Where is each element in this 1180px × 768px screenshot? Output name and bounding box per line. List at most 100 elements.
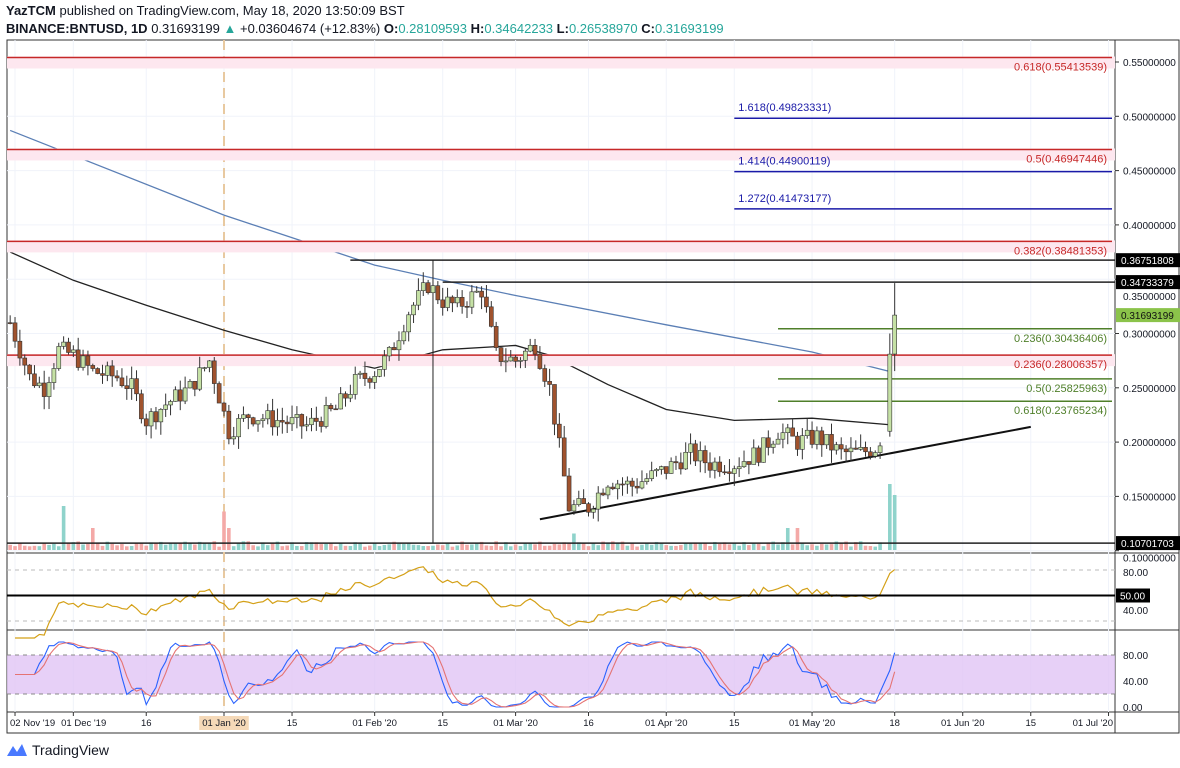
candle-body xyxy=(659,466,664,470)
candle-body xyxy=(464,306,470,308)
candle xyxy=(280,407,285,434)
volume-bar xyxy=(100,545,105,550)
tradingview-logo-icon xyxy=(7,744,27,756)
candle xyxy=(362,361,368,386)
volume-bar xyxy=(698,542,703,550)
candle xyxy=(284,415,290,433)
candle xyxy=(197,356,202,392)
candle xyxy=(391,342,397,351)
price-tick-label: 0.50000000 xyxy=(1123,112,1176,123)
candle-body xyxy=(382,355,387,370)
fib-level-label: 0.236(0.28006357) xyxy=(1014,359,1107,371)
candle-body xyxy=(41,382,47,397)
candle-body xyxy=(858,447,863,450)
candle xyxy=(498,346,504,367)
volume-bar xyxy=(542,545,547,550)
candle-body xyxy=(678,462,684,470)
volume-bar xyxy=(217,546,221,550)
volume-bar xyxy=(212,541,217,550)
price-tick-label: 0.20000000 xyxy=(1123,438,1176,449)
candle xyxy=(746,461,752,475)
price-marker xyxy=(1116,253,1180,268)
candle xyxy=(85,350,91,376)
candle-body xyxy=(697,450,703,462)
last-price: 0.31693199 xyxy=(151,21,220,36)
author[interactable]: YazTCM xyxy=(6,3,56,18)
price-tick-label: 0.30000000 xyxy=(1123,330,1176,341)
volume-bar xyxy=(382,544,387,550)
volume-bar xyxy=(13,546,17,550)
low-label: L: xyxy=(556,21,569,36)
candle-body xyxy=(202,367,207,369)
candle xyxy=(406,311,411,342)
volume-bar xyxy=(90,528,95,550)
candle xyxy=(61,336,66,350)
candle-body xyxy=(173,389,178,402)
candle-body xyxy=(27,364,32,375)
candle xyxy=(537,346,543,370)
volume-bar xyxy=(411,544,416,550)
candle xyxy=(129,366,134,400)
volume-bar xyxy=(324,543,328,550)
candle xyxy=(343,391,348,407)
candle xyxy=(250,416,256,427)
volume-bar xyxy=(538,541,542,550)
candle xyxy=(532,338,538,361)
volume-bar xyxy=(372,543,377,550)
volume-bar xyxy=(591,542,596,550)
candle xyxy=(226,404,232,445)
candle xyxy=(800,428,805,460)
time-tick-label: 15 xyxy=(1025,718,1036,729)
candle xyxy=(736,457,742,478)
volume-bar xyxy=(518,546,523,550)
volume-bar xyxy=(144,545,149,550)
volume-bar xyxy=(849,546,853,550)
volume-bar xyxy=(494,541,498,550)
candles xyxy=(7,272,897,522)
volume-bar xyxy=(207,542,212,550)
volume-bar xyxy=(8,544,12,550)
candle-body xyxy=(571,504,577,512)
candle-body xyxy=(148,411,154,427)
candle-body xyxy=(634,485,640,489)
candle xyxy=(333,404,339,411)
stoch-d-line xyxy=(15,641,896,708)
candle xyxy=(780,423,786,449)
volume-bar xyxy=(776,544,780,550)
candle-body xyxy=(158,409,164,423)
candle-body xyxy=(71,349,76,353)
candle-body xyxy=(639,481,645,489)
candle-body xyxy=(231,436,237,440)
candle-body xyxy=(430,285,436,294)
candle xyxy=(542,364,548,388)
price-tick-label: 0.10000000 xyxy=(1123,554,1176,565)
candle xyxy=(163,393,168,417)
candle xyxy=(80,349,86,371)
candle-body xyxy=(445,296,450,308)
volume-bar xyxy=(455,545,460,550)
candle xyxy=(22,354,28,376)
candle-body xyxy=(85,355,91,366)
volume-bar xyxy=(499,546,503,550)
candle xyxy=(683,442,689,471)
volume-bar xyxy=(474,543,479,550)
candle-body xyxy=(270,410,275,428)
candle xyxy=(46,376,52,410)
candle-body xyxy=(343,393,348,399)
rsi-marker-label: 50.00 xyxy=(1120,592,1145,603)
volume-bar xyxy=(504,542,508,550)
candle-body xyxy=(838,444,844,450)
time-tick-label: 01 Jan '20 xyxy=(202,718,246,729)
tradingview-logo[interactable]: TradingView xyxy=(6,742,109,758)
candle-body xyxy=(829,434,834,451)
candle-body xyxy=(459,297,465,307)
candle-body xyxy=(12,322,18,342)
candle-body xyxy=(834,444,839,451)
candle xyxy=(523,348,528,368)
volume-bar xyxy=(329,542,333,550)
candle xyxy=(37,376,42,389)
candle xyxy=(858,434,863,451)
candle-body xyxy=(663,466,669,474)
candle-body xyxy=(795,435,800,450)
